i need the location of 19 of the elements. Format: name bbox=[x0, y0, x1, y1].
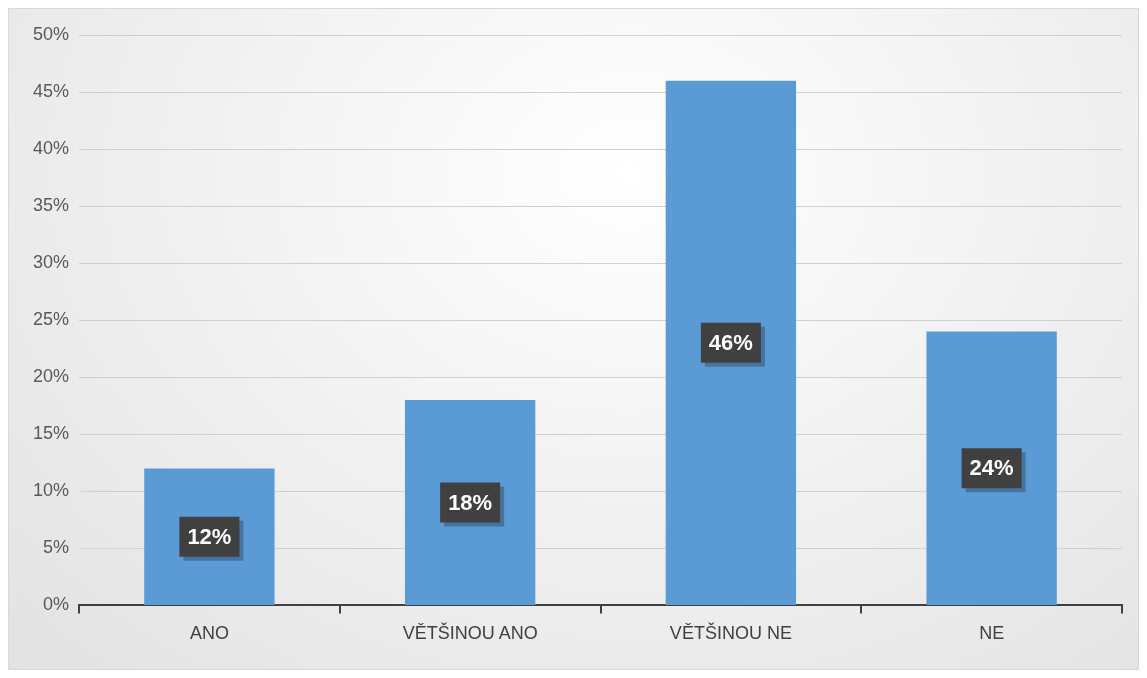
data-label: 12% bbox=[187, 523, 232, 549]
x-tick-label: ANO bbox=[189, 623, 229, 644]
x-tick-label: VĚTŠINOU ANO bbox=[402, 622, 538, 644]
y-tick-label: 40% bbox=[33, 138, 70, 159]
y-tick-label: 5% bbox=[43, 537, 70, 558]
y-tick-label: 30% bbox=[33, 252, 70, 273]
y-tick-label: 10% bbox=[33, 480, 70, 501]
data-label: 18% bbox=[448, 489, 493, 515]
y-tick-label: 15% bbox=[33, 423, 70, 444]
y-tick-label: 50% bbox=[33, 23, 70, 44]
x-tick-label: NE bbox=[979, 623, 1005, 644]
y-tick-label: 35% bbox=[33, 195, 70, 216]
data-label: 46% bbox=[708, 329, 753, 355]
y-tick-label: 45% bbox=[33, 81, 70, 102]
y-tick-label: 20% bbox=[33, 366, 70, 387]
data-label: 24% bbox=[969, 455, 1014, 481]
x-tick-label: VĚTŠINOU NE bbox=[669, 622, 792, 644]
y-tick-label: 0% bbox=[43, 594, 70, 615]
y-tick-label: 25% bbox=[33, 309, 70, 330]
